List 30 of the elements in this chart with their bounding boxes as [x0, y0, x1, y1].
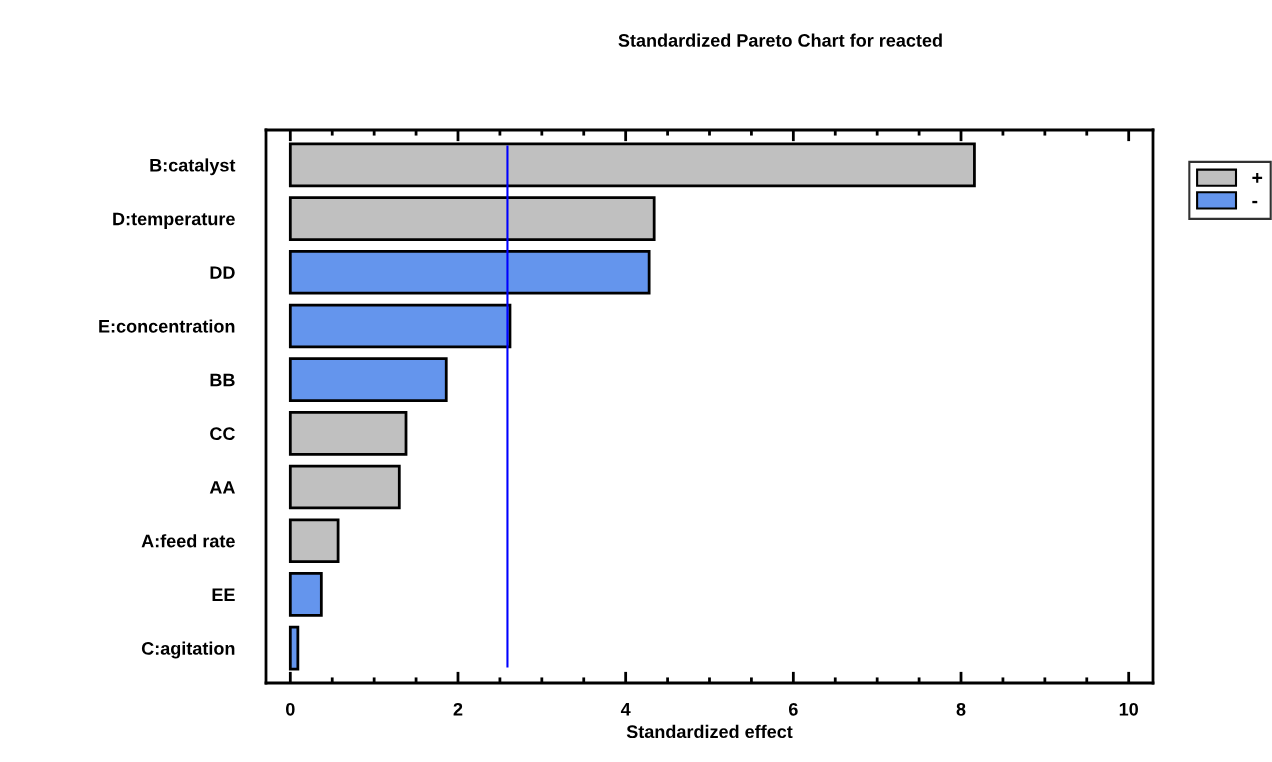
bar [288, 464, 401, 510]
y-tick-label: DD [210, 266, 235, 279]
bar [288, 303, 512, 349]
y-tick-label: D:temperature [113, 212, 235, 229]
y-tick-label: EE [212, 588, 235, 601]
bar [288, 572, 323, 617]
y-tick-label: B:catalyst [150, 158, 236, 176]
x-tick-label: 8 [956, 702, 966, 716]
x-tick-label: 0 [286, 702, 295, 716]
x-tick-label: 6 [788, 702, 798, 716]
bar [288, 625, 300, 671]
bar [288, 518, 340, 564]
bar [288, 196, 656, 241]
x-tick-label: 2 [453, 702, 463, 716]
bar [288, 357, 448, 402]
x-tick-label: 4 [620, 703, 631, 716]
y-tick-label: C:agitation [141, 641, 235, 659]
chart-title: Standardized Pareto Chart for reacted [618, 33, 942, 47]
y-tick-label: BB [210, 373, 235, 387]
bar [288, 411, 408, 456]
y-tick-label: A:feed rate [141, 534, 235, 548]
y-tick-label: AA [209, 481, 235, 494]
bar [288, 142, 976, 188]
bar [288, 249, 651, 295]
y-tick-label: E:concentration [99, 319, 235, 333]
legend-label: - [1252, 200, 1258, 204]
x-tick-label: 10 [1119, 702, 1138, 716]
x-axis-title: Standardized effect [626, 724, 793, 739]
legend-label: + [1252, 173, 1263, 183]
y-tick-label: CC [210, 427, 235, 441]
